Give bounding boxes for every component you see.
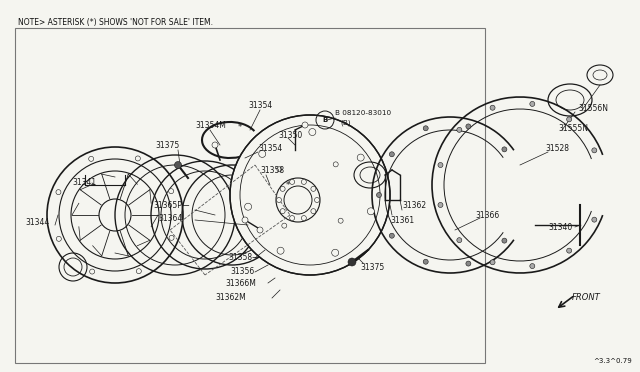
Ellipse shape: [230, 115, 390, 275]
Circle shape: [280, 186, 285, 191]
Circle shape: [169, 235, 174, 240]
Text: 31358—: 31358—: [228, 253, 260, 263]
Text: 31365P—: 31365P—: [153, 201, 189, 209]
Circle shape: [90, 269, 95, 274]
Text: 31361: 31361: [390, 215, 414, 224]
Text: 31341: 31341: [72, 177, 96, 186]
Circle shape: [438, 163, 443, 167]
Circle shape: [309, 129, 316, 135]
Circle shape: [592, 148, 597, 153]
Circle shape: [242, 217, 248, 223]
Circle shape: [502, 238, 507, 243]
Text: 31354: 31354: [258, 144, 282, 153]
Text: 31556N: 31556N: [578, 103, 608, 112]
Circle shape: [290, 179, 294, 185]
Circle shape: [457, 127, 462, 132]
Circle shape: [332, 249, 339, 256]
Circle shape: [302, 122, 308, 128]
Circle shape: [89, 156, 93, 161]
Circle shape: [282, 223, 287, 228]
Text: 31555N: 31555N: [558, 124, 588, 132]
Text: 31375: 31375: [155, 141, 179, 150]
Text: 31364: 31364: [158, 214, 182, 222]
Circle shape: [301, 215, 307, 221]
Circle shape: [367, 208, 374, 215]
Circle shape: [311, 209, 316, 214]
Text: *: *: [238, 122, 243, 131]
Circle shape: [389, 233, 394, 238]
Text: 31358: 31358: [260, 166, 284, 174]
Circle shape: [490, 105, 495, 110]
Circle shape: [592, 217, 597, 222]
Circle shape: [502, 147, 507, 152]
Circle shape: [338, 218, 343, 223]
Text: *: *: [286, 180, 291, 189]
Circle shape: [438, 202, 443, 208]
Circle shape: [566, 248, 572, 253]
Circle shape: [301, 179, 307, 185]
Circle shape: [376, 192, 381, 198]
Text: 31528: 31528: [545, 144, 569, 153]
Circle shape: [212, 142, 218, 148]
Text: 31366: 31366: [475, 211, 499, 219]
Text: 31356: 31356: [230, 267, 254, 276]
Circle shape: [56, 236, 61, 241]
Circle shape: [389, 152, 394, 157]
Circle shape: [311, 186, 316, 191]
Circle shape: [244, 203, 252, 210]
Text: B 08120-83010: B 08120-83010: [335, 110, 391, 116]
Circle shape: [466, 261, 471, 266]
Circle shape: [136, 269, 141, 274]
Circle shape: [175, 161, 182, 169]
Circle shape: [135, 156, 140, 161]
Circle shape: [357, 154, 364, 161]
Circle shape: [348, 258, 356, 266]
Circle shape: [277, 167, 282, 172]
Circle shape: [423, 126, 428, 131]
Circle shape: [466, 124, 471, 129]
Circle shape: [280, 209, 285, 214]
Text: 31375: 31375: [360, 263, 384, 273]
Text: B: B: [323, 117, 328, 123]
Text: 31354M: 31354M: [195, 121, 226, 129]
Circle shape: [566, 117, 572, 122]
Text: 31350: 31350: [278, 131, 302, 140]
Circle shape: [457, 238, 462, 243]
Circle shape: [277, 247, 284, 254]
Text: NOTE> ASTERISK (*) SHOWS 'NOT FOR SALE' ITEM.: NOTE> ASTERISK (*) SHOWS 'NOT FOR SALE' …: [18, 18, 213, 27]
Text: 31366M: 31366M: [225, 279, 256, 288]
Text: ^3.3^0.79: ^3.3^0.79: [593, 358, 632, 364]
Text: 31354: 31354: [248, 100, 272, 109]
Circle shape: [490, 260, 495, 265]
Circle shape: [169, 189, 173, 194]
Circle shape: [333, 162, 338, 167]
Text: (B): (B): [340, 120, 351, 126]
Text: 31340: 31340: [548, 222, 572, 231]
Circle shape: [259, 150, 266, 157]
Text: 31344: 31344: [25, 218, 49, 227]
Circle shape: [290, 215, 294, 221]
Circle shape: [314, 198, 319, 202]
Circle shape: [530, 264, 535, 269]
Circle shape: [423, 259, 428, 264]
Circle shape: [276, 198, 282, 202]
Text: 31362M: 31362M: [215, 294, 246, 302]
Text: FRONT: FRONT: [572, 294, 601, 302]
Circle shape: [257, 227, 263, 233]
Bar: [15, 28, 485, 363]
Text: 31362: 31362: [402, 201, 426, 209]
Circle shape: [56, 190, 61, 195]
Circle shape: [530, 102, 535, 106]
